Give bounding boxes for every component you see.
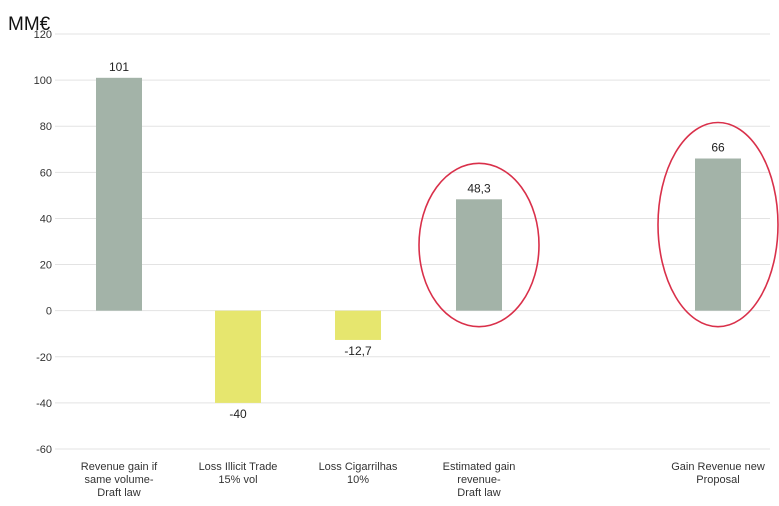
category-label-line: Draft law (457, 487, 500, 499)
data-label: -12,7 (344, 344, 372, 358)
bar (215, 310, 261, 403)
unit-label: MM€ (8, 14, 51, 35)
category-label: Loss Cigarrilhas 10% (319, 461, 398, 486)
bar (456, 199, 502, 311)
bar (695, 158, 741, 311)
category-label-line: 15% vol (218, 474, 257, 486)
category-label-line: Estimated gain (443, 461, 516, 473)
y-tick-label: -20 (36, 352, 52, 364)
category-label: Gain Revenue new Proposal (671, 461, 765, 486)
category-label-line: Gain Revenue new (671, 461, 765, 473)
data-label: 48,3 (467, 181, 491, 195)
category-label-line: Proposal (696, 474, 739, 486)
category-label-line: 10% (347, 474, 369, 486)
highlight-ellipse (418, 162, 540, 328)
category-label-line: Loss Illicit Trade (199, 461, 278, 473)
category-label-line: Draft law (97, 487, 140, 499)
bar (96, 77, 142, 311)
category-label: Loss Illicit Trade 15% vol (199, 461, 278, 486)
y-tick-label: 40 (40, 213, 52, 225)
y-tick-label: 100 (34, 75, 52, 87)
data-label: -40 (229, 407, 247, 421)
data-label: 101 (109, 60, 129, 74)
y-tick-label: -40 (36, 398, 52, 410)
category-label: Revenue gain if same volume-Draft law (81, 461, 158, 499)
category-label-line: revenue- (457, 474, 501, 486)
category-label-line: Loss Cigarrilhas (319, 461, 398, 473)
y-tick-label: 20 (40, 260, 52, 272)
y-tick-label: 120 (34, 29, 52, 41)
bar (335, 310, 381, 340)
category-label-line: Revenue gain if (81, 461, 158, 473)
y-tick-label: 60 (40, 167, 52, 179)
y-tick-label: 0 (46, 306, 52, 318)
highlight-ellipse (657, 121, 779, 328)
category-label: Estimated gain revenue-Draft law (443, 461, 516, 499)
data-label: 66 (711, 141, 725, 155)
y-tick-label: -60 (36, 444, 52, 456)
y-tick-label: 80 (40, 121, 52, 133)
category-label-line: same volume- (84, 474, 153, 486)
